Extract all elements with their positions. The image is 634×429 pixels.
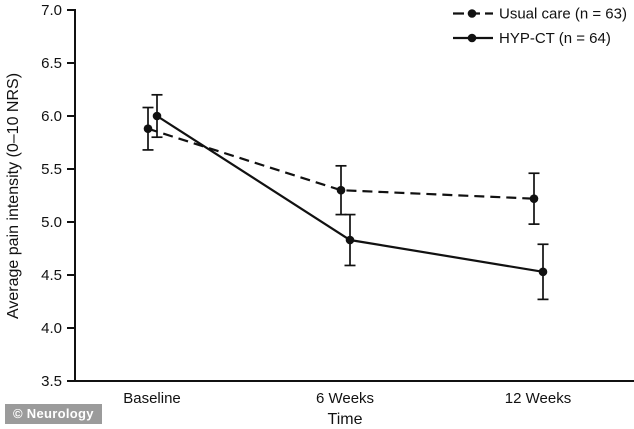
data-point-marker: [152, 111, 162, 121]
data-point-marker: [345, 235, 355, 245]
legend-item: HYP-CT (n = 64): [453, 30, 611, 47]
y-tick-label: 4.5: [41, 267, 62, 284]
legend-item: Usual care (n = 63): [453, 6, 627, 23]
x-axis-title: Time: [328, 411, 363, 428]
y-tick-label: 6.0: [41, 108, 62, 125]
y-tick-label: 4.0: [41, 320, 62, 337]
neurology-watermark: © Neurology: [5, 404, 102, 424]
y-tick-label: 5.0: [41, 214, 62, 231]
legend-marker: [467, 33, 477, 43]
y-tick-label: 5.5: [41, 161, 62, 178]
legend-label: Usual care (n = 63): [499, 6, 627, 23]
y-tick-label: 7.0: [41, 2, 62, 19]
series-hyp-ct: [151, 93, 549, 301]
data-point-marker: [538, 267, 548, 277]
data-point-marker: [529, 194, 539, 203]
data-point-marker: [336, 185, 346, 195]
y-axis-title: Average pain intensity (0–10 NRS): [5, 73, 22, 319]
data-line: [147, 127, 535, 200]
legend-label: HYP-CT (n = 64): [499, 30, 611, 47]
legend: Usual care (n = 63) HYP-CT (n = 64): [453, 6, 627, 47]
x-tick-label: Baseline: [123, 390, 181, 407]
series-usual-care: [142, 106, 540, 225]
y-tick-label: 6.5: [41, 55, 62, 72]
y-tick-label: 3.5: [41, 373, 62, 390]
data-point-marker: [143, 124, 153, 134]
legend-marker: [467, 9, 477, 18]
x-tick-label: 6 Weeks: [316, 390, 374, 407]
x-tick-label: 12 Weeks: [505, 390, 571, 407]
